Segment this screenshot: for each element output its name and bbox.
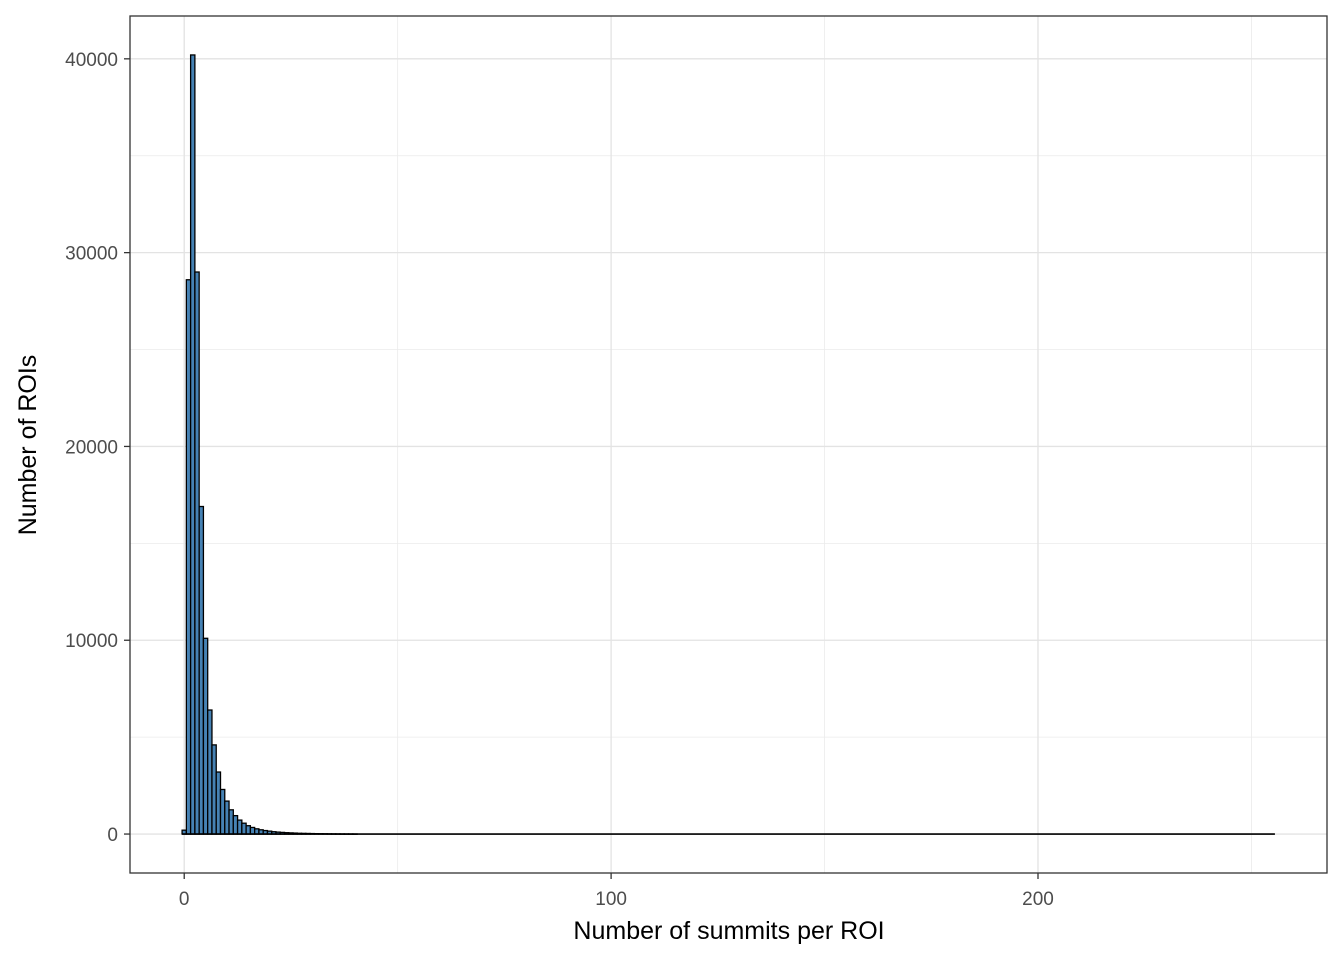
- x-tick-label: 0: [179, 889, 190, 910]
- x-axis-title: Number of summits per ROI: [573, 917, 884, 945]
- y-tick-label: 0: [107, 825, 118, 846]
- x-axis-ticks: 0 100 200: [179, 873, 1054, 910]
- y-axis-ticks: 0 10000 20000 30000 40000: [65, 50, 130, 846]
- y-tick-label: 10000: [65, 631, 118, 652]
- y-axis-title: Number of ROIs: [14, 355, 42, 536]
- x-tick-label: 100: [595, 889, 627, 910]
- y-tick-label: 40000: [65, 50, 118, 71]
- y-tick-label: 20000: [65, 437, 118, 458]
- panel-border: [129, 15, 1328, 874]
- minor-gridlines: [130, 16, 1327, 873]
- y-tick-label: 30000: [65, 244, 118, 265]
- x-tick-label: 200: [1022, 889, 1054, 910]
